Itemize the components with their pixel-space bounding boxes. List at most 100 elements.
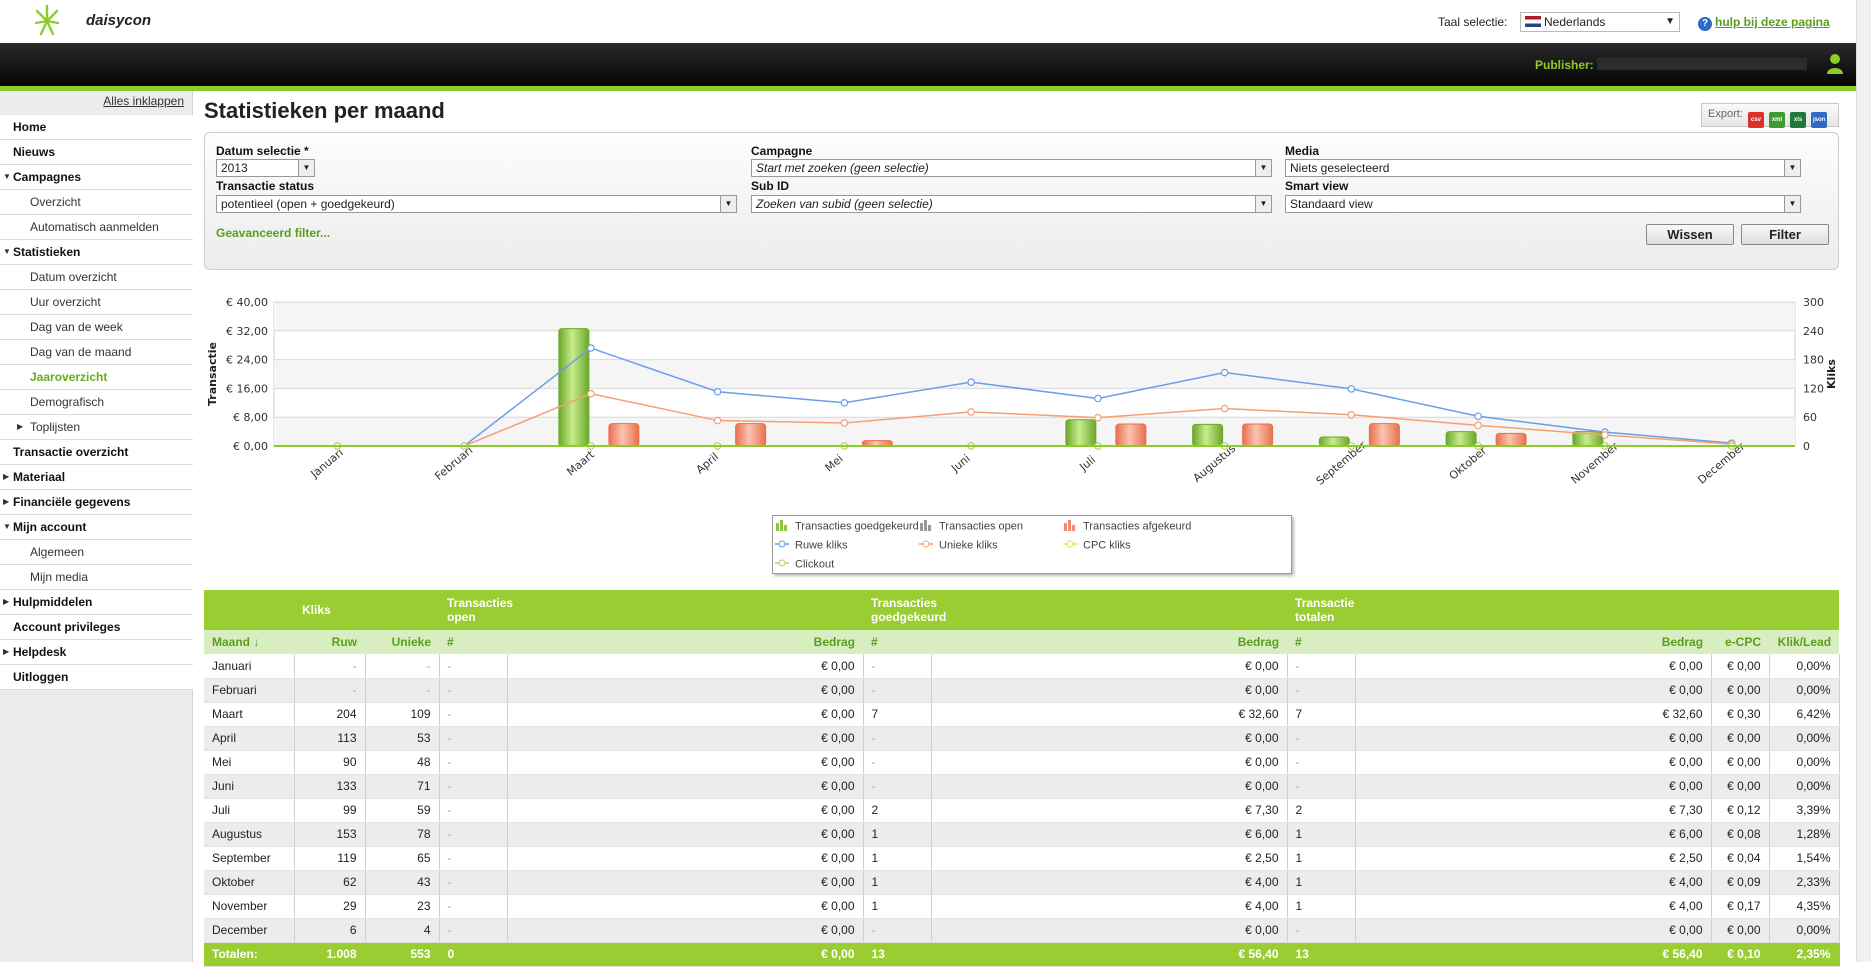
table-cell: € 6,00 [1355,822,1712,847]
sidebar-item-transactie-overzicht[interactable]: Transactie overzicht [0,440,193,465]
media-label: Media [1285,144,1320,158]
totals-cell: € 56,40 [931,942,1288,967]
sidebar-item-label: Uitloggen [13,670,69,684]
sidebar-item-automatisch-aanmelden[interactable]: Automatisch aanmelden [0,215,193,240]
legend-item[interactable]: Ruwe kliks [775,538,848,553]
sidebar-item-dag-van-de-week[interactable]: Dag van de week [0,315,193,340]
column-header: Klik/Lead [1769,630,1840,654]
table-cell: € 0,09 [1711,870,1770,895]
table-cell: 0,00% [1769,726,1840,751]
bar-afgekeurd [608,423,640,447]
sidebar-item-helpdesk[interactable]: ▶ Helpdesk [0,640,193,665]
legend-item[interactable]: CPC kliks [1063,538,1131,553]
export-json-icon[interactable]: json [1811,112,1828,128]
table-cell: - [294,678,366,703]
campagne-select[interactable]: Start met zoeken (geen selectie) ▼ [751,159,1272,177]
export-xml-icon[interactable]: xml [1768,112,1785,128]
line-ruwe-kliks [337,347,1732,447]
daisycon-logo[interactable]: daisycon [34,3,151,39]
sidebar-item-mijn-media[interactable]: Mijn media [0,565,193,590]
smartview-select[interactable]: Standaard view ▼ [1285,195,1801,213]
column-header: Bedrag [931,630,1288,654]
sidebar-item-uitloggen[interactable]: Uitloggen [0,665,193,690]
sidebar-item-jaaroverzicht[interactable]: Jaaroverzicht [0,365,193,390]
collapse-all-link[interactable]: Alles inklappen [103,94,184,108]
table-cell: 59 [365,798,440,823]
sidebar-item-algemeen[interactable]: Algemeen [0,540,193,565]
page-scrollbar[interactable] [1856,0,1871,962]
legend-item[interactable]: Transacties afgekeurd [1063,519,1191,534]
sidebar-item-campagnes[interactable]: ▼ Campagnes [0,165,193,190]
table-cell: - [863,678,932,703]
chevron-down-icon: ▼ [1255,196,1271,212]
group-kliks: Kliks [294,590,439,630]
totals-cell: 13 [1287,942,1356,967]
table-cell: € 2,50 [1355,846,1712,871]
bar-goedgekeurd [1065,419,1097,447]
sidebar-item-account-privileges[interactable]: Account privileges [0,615,193,640]
legend-label: Transacties open [939,520,1023,533]
table-cell: 1 [1287,870,1356,895]
legend-item[interactable]: Clickout [775,557,834,572]
sidebar-item-uur-overzicht[interactable]: Uur overzicht [0,290,193,315]
legend-item[interactable]: Unieke kliks [919,538,998,553]
sidebar-item-financi-le-gegevens[interactable]: ▶ Financiële gegevens [0,490,193,515]
clear-button[interactable]: Wissen [1646,224,1734,245]
user-icon[interactable] [1826,53,1846,80]
export-csv-icon[interactable]: csv [1747,112,1764,128]
sidebar-item-mijn-account[interactable]: ▼ Mijn account [0,515,193,540]
table-cell: € 0,00 [931,918,1288,943]
y-left-tick-label: € 8,00 [233,411,268,424]
daisy-logo-icon [34,4,60,36]
legend-label: Ruwe kliks [795,539,848,552]
table-cell: € 0,00 [931,654,1288,679]
export-xls-icon[interactable]: xls [1790,112,1807,128]
totals-cell: 1.008 [294,942,366,967]
table-cell: 4,35% [1769,894,1840,919]
sidebar-item-toplijsten[interactable]: ▶ Toplijsten [0,415,193,440]
status-select[interactable]: potentieel (open + goedgekeurd) ▼ [216,195,737,213]
sidebar-item-hulpmiddelen[interactable]: ▶ Hulpmiddelen [0,590,193,615]
table-cell: - [863,774,932,799]
sort-header-maand[interactable]: Maand ↓ [204,630,294,654]
table-cell: € 0,00 [931,726,1288,751]
table-cell: 2 [863,798,932,823]
caret-right-icon: ▶ [3,497,10,506]
sidebar-item-datum-overzicht[interactable]: Datum overzicht [0,265,193,290]
column-header: # [1287,630,1356,654]
sidebar-item-nieuws[interactable]: Nieuws [0,140,193,165]
filter-button[interactable]: Filter [1741,224,1829,245]
table-cell: - [294,654,366,679]
line-marker-icon [919,538,933,553]
table-cell: € 0,17 [1711,894,1770,919]
datum-select[interactable]: 2013 ▼ [216,159,315,177]
sidebar-item-label: Algemeen [30,545,85,559]
point-unieke-kliks [1094,413,1102,422]
help-link[interactable]: ? hulp bij deze pagina [1698,15,1830,31]
smartview-label: Smart view [1285,179,1349,193]
sidebar-item-overzicht[interactable]: Overzicht [0,190,193,215]
advanced-filter-link[interactable]: Geavanceerd filter... [216,226,331,240]
subid-select[interactable]: Zoeken van subid (geen selectie) ▼ [751,195,1272,213]
legend-item[interactable]: Transacties goedgekeurd [775,519,919,534]
table-cell: 2 [1287,798,1356,823]
legend-item[interactable]: Transacties open [919,519,1023,534]
media-select[interactable]: Niets geselecteerd ▼ [1285,159,1801,177]
caret-right-icon: ▶ [3,597,10,606]
sidebar-item-dag-van-de-maand[interactable]: Dag van de maand [0,340,193,365]
bar-afgekeurd [1242,423,1274,447]
table-cell: € 0,30 [1711,702,1770,727]
sidebar-item-materiaal[interactable]: ▶ Materiaal [0,465,193,490]
column-header: Unieke [365,630,439,654]
y-left-tick-label: € 16,00 [226,382,268,395]
sidebar-item-demografisch[interactable]: Demografisch [0,390,193,415]
table-cell: € 4,00 [1355,870,1712,895]
table-cell: 23 [365,894,440,919]
campagne-value: Start met zoeken (geen selectie) [756,161,929,175]
table-cell: - [439,918,508,943]
table-cell: € 0,00 [507,654,864,679]
sidebar-item-home[interactable]: Home [0,115,193,140]
sidebar-item-statistieken[interactable]: ▼ Statistieken [0,240,193,265]
table-cell: - [439,822,508,847]
language-select[interactable]: Nederlands ▼ [1520,12,1680,32]
